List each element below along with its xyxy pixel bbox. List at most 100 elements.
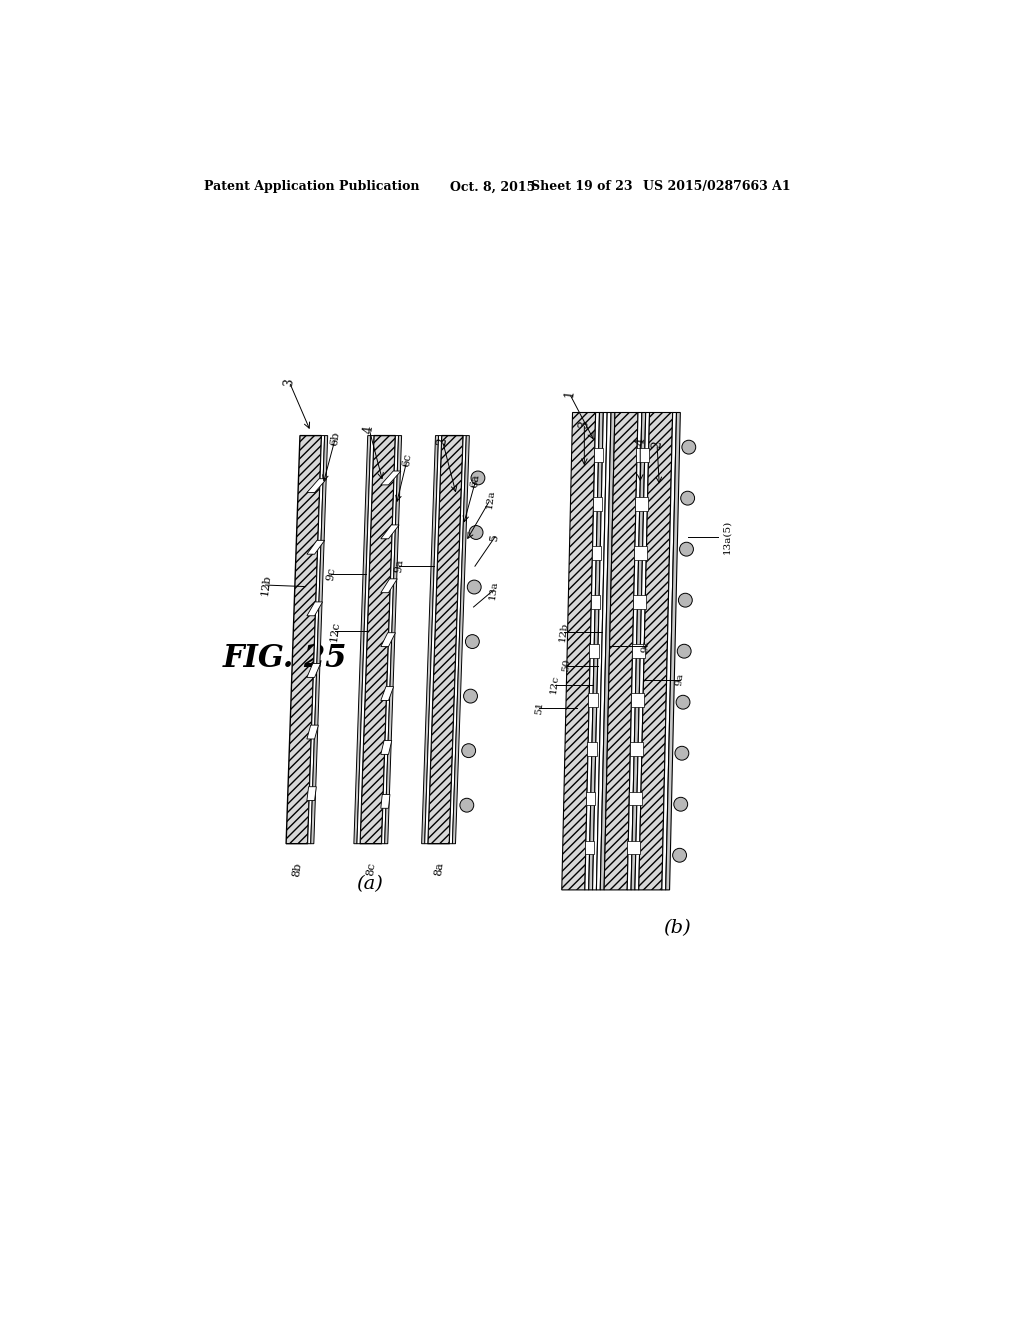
Polygon shape [635, 498, 648, 511]
Circle shape [679, 593, 692, 607]
Text: 6b: 6b [330, 430, 341, 446]
Circle shape [680, 543, 693, 556]
Circle shape [682, 441, 695, 454]
Circle shape [471, 471, 484, 484]
Polygon shape [586, 792, 595, 805]
Polygon shape [307, 787, 316, 800]
Circle shape [673, 849, 686, 862]
Text: 9c: 9c [641, 640, 651, 653]
Polygon shape [600, 412, 614, 890]
Text: 3: 3 [578, 418, 591, 429]
Text: 8b: 8b [292, 862, 303, 876]
Polygon shape [381, 686, 393, 701]
Text: Patent Application Publication: Patent Application Publication [204, 181, 419, 194]
Text: 2: 2 [650, 440, 664, 449]
Circle shape [464, 689, 477, 704]
Text: 50: 50 [561, 659, 572, 673]
Polygon shape [593, 412, 607, 890]
Text: 6a: 6a [470, 474, 481, 488]
Text: 12c: 12c [549, 675, 560, 694]
Circle shape [676, 696, 690, 709]
Polygon shape [381, 471, 401, 484]
Polygon shape [633, 595, 646, 609]
Text: 9a: 9a [393, 558, 404, 574]
Polygon shape [604, 412, 638, 890]
Text: 3: 3 [283, 378, 296, 387]
Polygon shape [286, 436, 322, 843]
Text: US 2015/0287663 A1: US 2015/0287663 A1 [643, 181, 791, 194]
Text: 13a: 13a [487, 579, 500, 601]
Text: 1: 1 [562, 389, 577, 399]
Polygon shape [381, 632, 395, 647]
Polygon shape [307, 540, 325, 554]
Polygon shape [666, 412, 680, 890]
Polygon shape [662, 412, 677, 890]
Circle shape [677, 644, 691, 659]
Polygon shape [381, 741, 392, 755]
Polygon shape [422, 436, 438, 843]
Polygon shape [631, 693, 644, 708]
Polygon shape [592, 546, 601, 560]
Polygon shape [310, 436, 328, 843]
Polygon shape [453, 436, 469, 843]
Polygon shape [385, 436, 401, 843]
Circle shape [460, 799, 474, 812]
Polygon shape [585, 412, 599, 890]
Text: (b): (b) [664, 920, 691, 937]
Text: 12b: 12b [558, 622, 569, 643]
Polygon shape [594, 447, 603, 462]
Text: 13a(5): 13a(5) [722, 520, 731, 554]
Text: 8a: 8a [433, 862, 445, 876]
Text: FIG. 25: FIG. 25 [223, 643, 347, 675]
Polygon shape [381, 525, 399, 539]
Polygon shape [632, 644, 645, 659]
Circle shape [469, 525, 483, 540]
Polygon shape [307, 602, 323, 615]
Text: 8c: 8c [366, 862, 377, 876]
Text: Sheet 19 of 23: Sheet 19 of 23 [531, 181, 633, 194]
Polygon shape [630, 742, 643, 756]
Polygon shape [562, 412, 596, 890]
Circle shape [467, 579, 481, 594]
Circle shape [466, 635, 479, 648]
Polygon shape [381, 579, 397, 593]
Text: 12a: 12a [484, 490, 496, 510]
Polygon shape [450, 436, 466, 843]
Text: 4: 4 [633, 437, 647, 446]
Polygon shape [587, 742, 597, 756]
Polygon shape [636, 447, 649, 462]
Text: 5: 5 [489, 533, 501, 541]
Polygon shape [381, 795, 390, 808]
Text: 9a: 9a [675, 673, 685, 686]
Text: 12b: 12b [259, 574, 271, 597]
Polygon shape [589, 693, 598, 708]
Polygon shape [629, 792, 642, 805]
Circle shape [462, 743, 475, 758]
Circle shape [675, 746, 689, 760]
Polygon shape [585, 841, 594, 854]
Polygon shape [596, 412, 611, 890]
Polygon shape [382, 436, 398, 843]
Polygon shape [307, 664, 321, 677]
Circle shape [674, 797, 688, 812]
Text: Oct. 8, 2015: Oct. 8, 2015 [451, 181, 536, 194]
Polygon shape [590, 644, 599, 659]
Polygon shape [425, 436, 441, 843]
Polygon shape [591, 595, 600, 609]
Polygon shape [634, 546, 647, 560]
Polygon shape [307, 479, 327, 492]
Text: 9c: 9c [325, 568, 337, 582]
Polygon shape [589, 412, 603, 890]
Polygon shape [357, 436, 374, 843]
Polygon shape [628, 412, 642, 890]
Polygon shape [307, 436, 325, 843]
Text: 2: 2 [435, 437, 450, 446]
Polygon shape [635, 412, 649, 890]
Text: 12c: 12c [329, 620, 341, 643]
Text: (a): (a) [355, 875, 383, 892]
Polygon shape [631, 412, 646, 890]
Polygon shape [428, 436, 463, 843]
Polygon shape [639, 412, 673, 890]
Text: 4: 4 [362, 424, 376, 434]
Text: 6c: 6c [401, 453, 413, 467]
